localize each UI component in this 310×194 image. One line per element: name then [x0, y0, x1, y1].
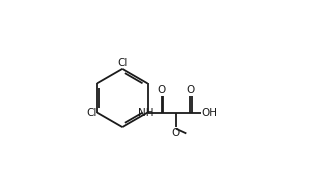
Text: Cl: Cl: [117, 58, 127, 68]
Text: O: O: [172, 128, 180, 138]
Text: OH: OH: [202, 107, 218, 118]
Text: Cl: Cl: [86, 107, 96, 118]
Text: NH: NH: [138, 107, 154, 118]
Text: O: O: [186, 85, 194, 95]
Text: O: O: [157, 85, 166, 95]
